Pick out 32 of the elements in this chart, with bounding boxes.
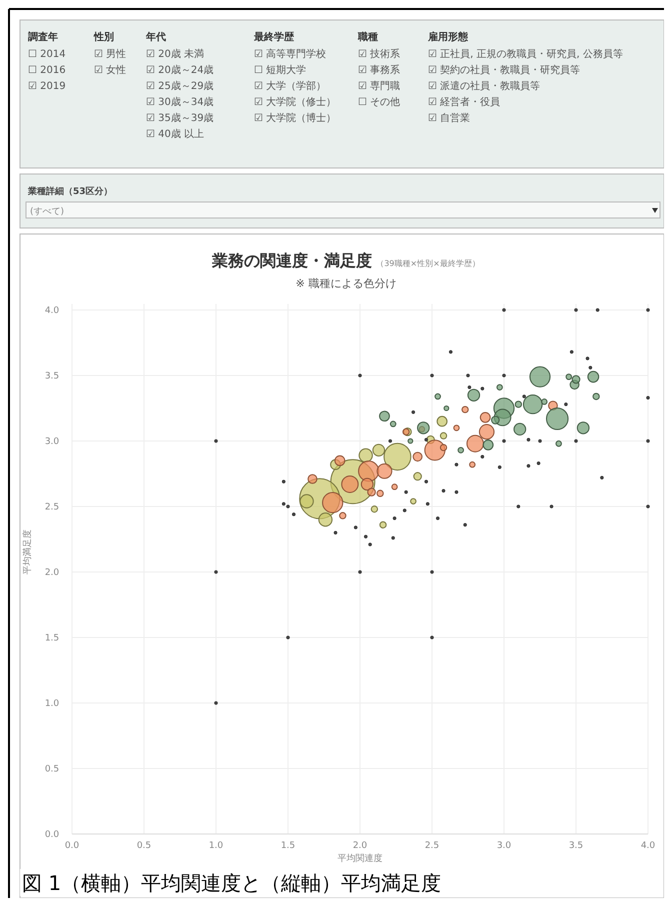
y-tick-label: 3.0 xyxy=(44,437,60,447)
x-tick-label: 2.0 xyxy=(352,841,368,851)
text: ※ 職種による色分け xyxy=(296,277,396,290)
y-tick-label: 2.0 xyxy=(44,568,60,578)
text: 性別 ☑ 男性 ☑ 女性 xyxy=(93,31,126,76)
y-tick-label: 3.5 xyxy=(44,372,60,382)
chart-subtitle: （39職種×性別×最終学歴） xyxy=(376,259,480,268)
text: 年代 ☑ 20歳 未満 ☑ 20歳～24歳 ☑ 25歳～29歳 ☑ 30歳～34歳 ☑ 35歳～39歳 ☑ 40歳 以上 xyxy=(145,31,214,140)
caption: 図 1（横軸）平均関連度と（縦軸）平均満足度 xyxy=(22,871,442,895)
x-tick-label: 1.5 xyxy=(280,841,296,851)
x-tick-label: 4.0 xyxy=(640,841,656,851)
x-tick-label: 1.0 xyxy=(208,841,224,851)
y-tick-label: 0.0 xyxy=(44,830,60,840)
y-tick-label: 1.0 xyxy=(44,699,60,709)
text: (すべて) xyxy=(30,207,64,217)
y-tick-label: 0.5 xyxy=(44,764,60,774)
x-tick-label: 0.5 xyxy=(136,841,152,851)
y-axis-title: 平均満足度 xyxy=(22,530,33,574)
x-tick-label: 3.0 xyxy=(496,841,512,851)
y-tick-label: 1.5 xyxy=(44,634,60,644)
text: 最終学歴 ☑ 高等専門学校 ☐ 短期大学 ☑ 大学（学部） ☑ 大学院（修士） ☑ 大学院（博士） xyxy=(253,31,336,124)
x-tick-label: 0.0 xyxy=(64,841,80,851)
x-axis-title: 平均関連度 xyxy=(338,853,382,864)
x-tick-label: 2.5 xyxy=(424,841,440,851)
text: 雇用形態 ☑ 正社員, 正規の教職員・研究員, 公務員等 ☑ 契約の社員・教職員・研究員等 ☑ 派遣の社員・教職員等 ☑ 経営者・役員 ☑ 自営業 xyxy=(427,31,623,124)
text: 調査年 ☐ 2014 ☐ 2016 ☑ 2019 xyxy=(27,31,66,92)
y-tick-label: 4.0 xyxy=(44,306,60,316)
y-tick-label: 2.5 xyxy=(44,502,60,512)
x-tick-label: 3.5 xyxy=(568,841,584,851)
text: 業種詳細（53区分） xyxy=(27,186,113,197)
chart-title: 業務の関連度・満足度 xyxy=(211,251,372,270)
text: 職種 ☑ 技術系 ☑ 事務系 ☑ 専門職 ☐ その他 xyxy=(357,31,400,108)
